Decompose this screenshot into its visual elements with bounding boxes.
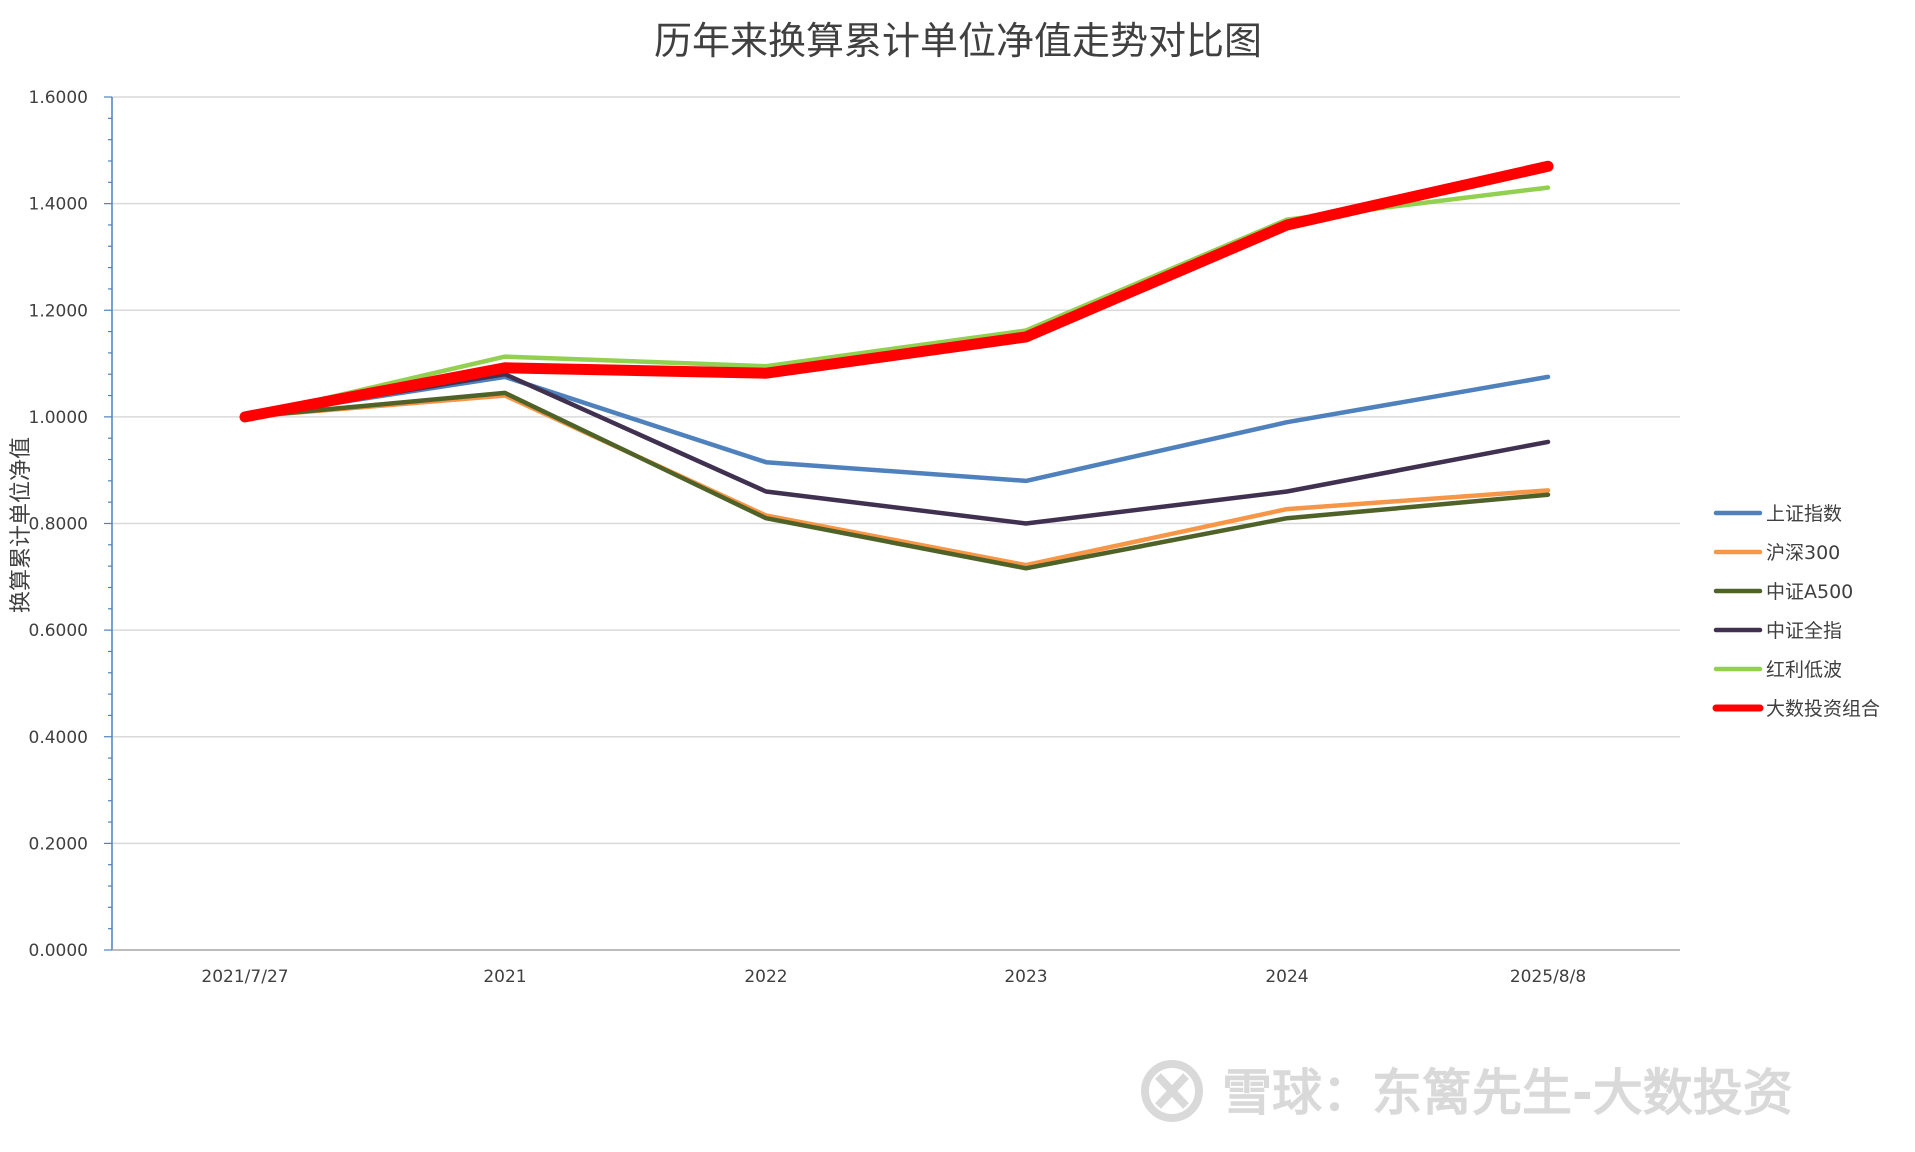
chart-title: 历年来换算累计单位净值走势对比图	[654, 19, 1262, 63]
y-tick-label: 1.2000	[29, 301, 88, 321]
watermark-text: 雪球：东篱先生-大数投资	[1222, 1064, 1793, 1122]
y-tick-label: 0.0000	[29, 941, 88, 961]
series-line	[242, 390, 1551, 571]
x-tick-label: 2021	[483, 967, 526, 987]
legend-label: 上证指数	[1766, 503, 1842, 525]
watermark: 雪球：东篱先生-大数投资	[1141, 1060, 1793, 1122]
series-line	[242, 374, 1551, 484]
axes	[104, 96, 1680, 951]
y-tick-label: 0.4000	[29, 728, 88, 748]
y-tick-label: 0.6000	[29, 621, 88, 641]
x-tick-label: 2023	[1004, 967, 1047, 987]
y-axis-label: 换算累计单位净值	[9, 437, 34, 613]
legend-label: 中证A500	[1766, 581, 1853, 603]
y-tick-label: 1.6000	[29, 88, 88, 108]
legend-label: 中证全指	[1766, 620, 1842, 642]
legend-label: 沪深300	[1766, 542, 1840, 564]
tick-labels: 0.0000 0.2000 0.4000 0.6000 0.8000 1.0000 1.20…	[29, 88, 1587, 987]
x-tick-label: 2021/7/27	[201, 967, 288, 987]
legend-label: 大数投资组合	[1766, 698, 1880, 720]
x-tick-label: 2024	[1265, 967, 1308, 987]
series-line	[239, 160, 1554, 423]
y-tick-label: 0.2000	[29, 834, 88, 854]
y-tick-label: 1.0000	[29, 408, 88, 428]
series-line	[242, 371, 1551, 526]
legend-label: 红利低波	[1766, 659, 1842, 681]
snowball-logo-icon	[1141, 1060, 1203, 1122]
x-tick-label: 2022	[744, 967, 787, 987]
x-tick-label: 2025/8/8	[1510, 967, 1586, 987]
y-tick-label: 0.8000	[29, 515, 88, 535]
y-tick-label: 1.4000	[29, 195, 88, 215]
series-lines	[239, 160, 1554, 571]
